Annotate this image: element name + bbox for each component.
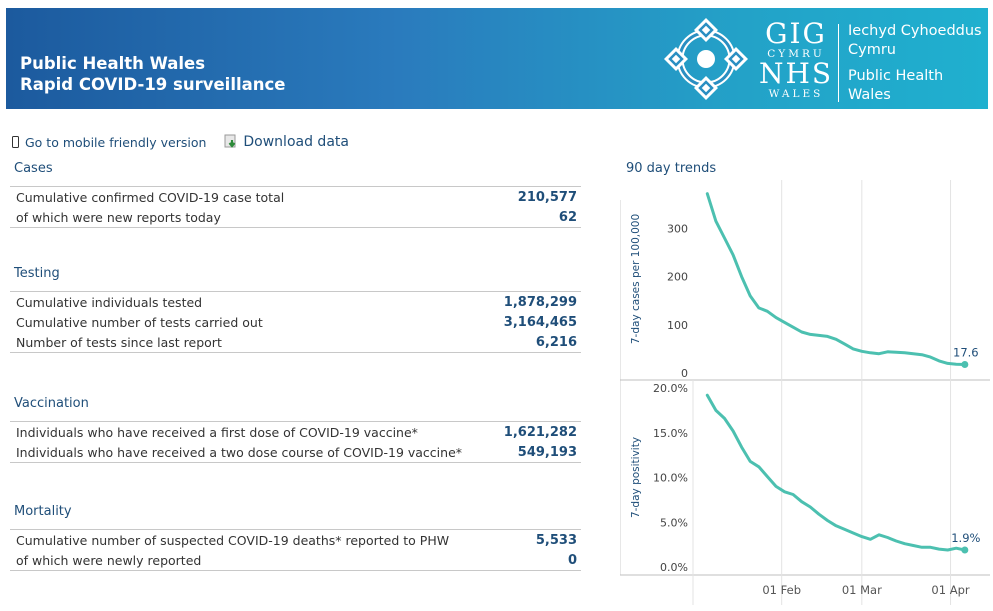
- phone-icon: [12, 136, 19, 148]
- section-title-vaccination: Vaccination: [14, 396, 89, 411]
- vaccination-table: Individuals who have received a first do…: [10, 421, 581, 463]
- welsh-knot-logo-icon: [664, 18, 748, 100]
- y-tick-label: 200: [667, 271, 688, 284]
- row-value: 1,621,282: [503, 424, 577, 440]
- row-value: 5,533: [535, 532, 577, 548]
- row-value: 0: [567, 552, 577, 568]
- end-value-label: 1.9%: [951, 531, 980, 545]
- row-label: Cumulative confirmed COVID-19 case total: [16, 189, 285, 205]
- section-title-mortality: Mortality: [14, 504, 72, 519]
- section-title-testing: Testing: [14, 266, 60, 281]
- section-title-cases: Cases: [14, 161, 53, 176]
- table-row: Individuals who have received a first do…: [10, 422, 581, 442]
- row-label: Cumulative number of suspected COVID-19 …: [16, 532, 450, 548]
- end-value-label: 17.6: [953, 346, 979, 360]
- download-data-label: Download data: [243, 134, 349, 150]
- row-value: 1,878,299: [503, 294, 577, 310]
- table-row: Cumulative individuals tested 1,878,299: [10, 292, 581, 312]
- trend-title: 90 day trends: [626, 161, 717, 176]
- toolbar-links: Go to mobile friendly version Download d…: [12, 134, 349, 150]
- title-line-1: Public Health Wales: [20, 54, 206, 73]
- end-point-marker: [961, 361, 969, 369]
- trend-charts-svg: 01 Feb 01 Mar 01 Apr 0 100 200 300 7-day cases …: [619, 180, 990, 605]
- table-row: Cumulative number of suspected COVID-19 …: [10, 530, 581, 550]
- page-title: Public Health Wales Rapid COVID-19 surve…: [20, 53, 286, 95]
- y-tick-label: 10.0%: [653, 472, 688, 485]
- y-axis-title: 7-day positivity: [630, 437, 642, 518]
- download-icon: [224, 134, 236, 148]
- row-value: 210,577: [517, 189, 577, 205]
- row-label: Cumulative number of tests carried out: [16, 314, 263, 330]
- organisation-name: Iechyd Cyhoeddus Cymru Public Health Wal…: [848, 23, 982, 103]
- trend-charts: 01 Feb 01 Mar 01 Apr 0 100 200 300 7-day cases …: [619, 180, 990, 605]
- x-tick-label: 01 Apr: [931, 583, 969, 597]
- series-line: [705, 393, 967, 552]
- y-tick-label: 0: [681, 367, 688, 380]
- row-label: Cumulative individuals tested: [16, 294, 203, 310]
- header-banner: Public Health Wales Rapid COVID-19 surve…: [6, 8, 988, 109]
- mobile-version-label: Go to mobile friendly version: [25, 134, 207, 150]
- x-tick-label: 01 Mar: [842, 583, 882, 597]
- row-value: 3,164,465: [503, 314, 577, 330]
- row-label: Individuals who have received a first do…: [16, 424, 418, 440]
- table-row: Cumulative number of tests carried out 3…: [10, 312, 581, 332]
- download-data-link[interactable]: Download data: [224, 134, 349, 150]
- y-axis-title: 7-day cases per 100,000: [630, 214, 642, 344]
- logo-divider: [838, 24, 839, 102]
- end-point-marker: [961, 546, 969, 554]
- row-label: Number of tests since last report: [16, 334, 222, 350]
- row-label: of which were new reports today: [16, 209, 221, 225]
- series-line: [705, 192, 967, 366]
- y-tick-label: 15.0%: [653, 427, 688, 440]
- nhs-wales-logo: GIG CYMRU NHS WALES: [758, 17, 834, 101]
- y-tick-label: 300: [667, 222, 688, 235]
- row-value: 62: [558, 209, 577, 225]
- table-row: of which were newly reported 0: [10, 550, 581, 570]
- row-value: 549,193: [517, 444, 577, 460]
- row-label: of which were newly reported: [16, 552, 202, 568]
- mortality-table: Cumulative number of suspected COVID-19 …: [10, 529, 581, 571]
- table-row: Cumulative confirmed COVID-19 case total…: [10, 187, 581, 207]
- table-row: Individuals who have received a two dose…: [10, 442, 581, 462]
- y-tick-label: 100: [667, 319, 688, 332]
- row-value: 6,216: [535, 334, 577, 350]
- y-tick-label: 20.0%: [653, 382, 688, 395]
- table-row: of which were new reports today 62: [10, 207, 581, 227]
- cases-table: Cumulative confirmed COVID-19 case total…: [10, 186, 581, 228]
- y-tick-label: 0.0%: [660, 561, 688, 574]
- mobile-version-link[interactable]: Go to mobile friendly version: [12, 135, 206, 150]
- x-tick-label: 01 Feb: [762, 583, 801, 597]
- title-line-2: Rapid COVID-19 surveillance: [20, 75, 286, 94]
- testing-table: Cumulative individuals tested 1,878,299 …: [10, 291, 581, 353]
- row-label: Individuals who have received a two dose…: [16, 444, 463, 460]
- table-row: Number of tests since last report 6,216: [10, 332, 581, 352]
- y-tick-label: 5.0%: [660, 516, 688, 529]
